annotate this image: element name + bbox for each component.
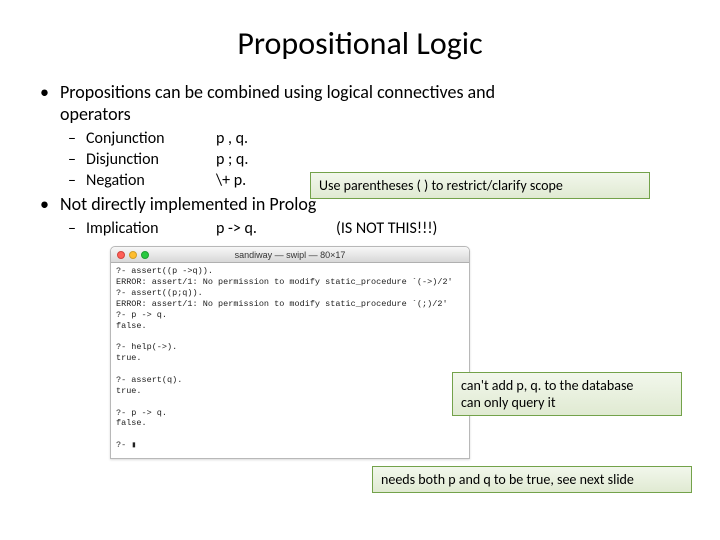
- op-name: Conjunction: [86, 129, 216, 150]
- bullet-text: Propositions can be combined using logic…: [60, 81, 495, 103]
- op-disjunction: – Disjunction p ; q.: [40, 150, 700, 171]
- bullet-mark: •: [40, 193, 60, 215]
- dash-mark: –: [68, 150, 86, 171]
- callout-database: can't add p, q. to the database can only…: [452, 372, 682, 416]
- op-name: Negation: [86, 171, 216, 192]
- dash-mark: –: [68, 171, 86, 192]
- callout-needs-both: needs both p and q to be true, see next …: [372, 466, 692, 493]
- bullet-text: Not directly implemented in Prolog: [60, 193, 316, 215]
- callout-line: can only query it: [461, 394, 556, 411]
- bullet-mark: •: [40, 81, 60, 125]
- callout-line: can't add p, q. to the database: [461, 377, 633, 394]
- page-title: Propositional Logic: [0, 0, 720, 81]
- dash-mark: –: [68, 219, 86, 240]
- op-name: Implication: [86, 219, 216, 240]
- op-symbol: p -> q.: [216, 219, 306, 240]
- bullet-combined: • Propositions can be combined using log…: [40, 81, 700, 125]
- op-symbol: p ; q.: [216, 150, 306, 171]
- bullet-text: operators: [60, 103, 131, 125]
- terminal-window: sandiway — swipl — 80×17 ?- assert((p ->…: [110, 246, 470, 459]
- op-symbol: p , q.: [216, 129, 306, 150]
- op-name: Disjunction: [86, 150, 216, 171]
- op-symbol: \+ p.: [216, 171, 306, 192]
- dash-mark: –: [68, 129, 86, 150]
- op-conjunction: – Conjunction p , q.: [40, 129, 700, 150]
- callout-parentheses: Use parentheses ( ) to restrict/clarify …: [310, 172, 650, 199]
- terminal-titlebar: sandiway — swipl — 80×17: [111, 247, 469, 263]
- op-implication: – Implication p -> q. (IS NOT THIS!!!): [40, 219, 700, 240]
- op-note: (IS NOT THIS!!!): [336, 219, 437, 240]
- terminal-title: sandiway — swipl — 80×17: [111, 250, 469, 260]
- terminal-body: ?- assert((p ->q)). ERROR: assert/1: No …: [111, 263, 469, 458]
